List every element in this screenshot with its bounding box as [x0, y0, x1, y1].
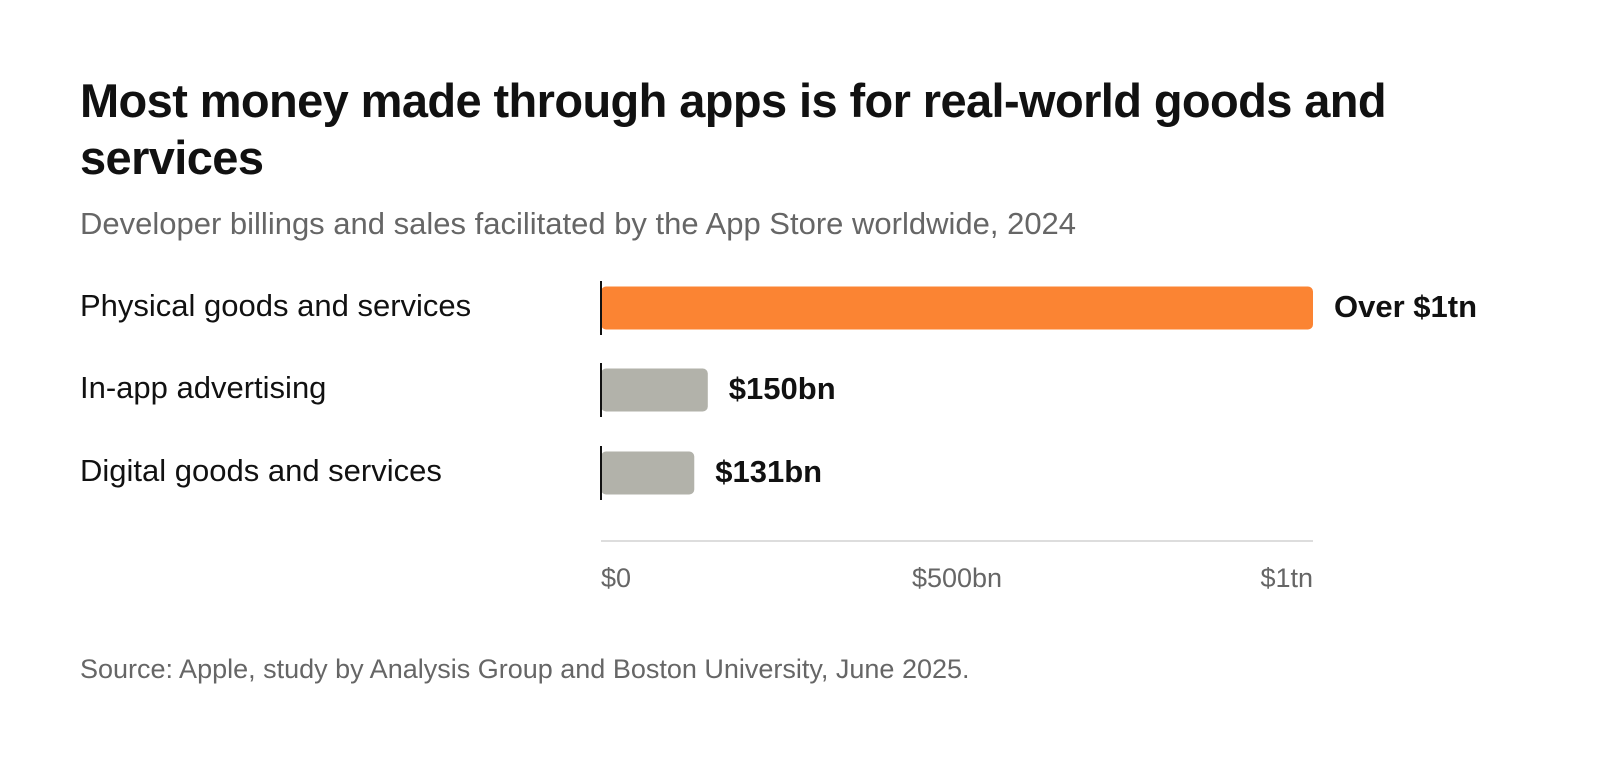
- x-tick-label-0: $0: [601, 563, 631, 593]
- bar-physical-goods-and-services: [601, 286, 1313, 330]
- x-tick-label-1tn: $1tn: [1260, 563, 1313, 593]
- chart-subtitle: Developer billings and sales facilitated…: [80, 206, 1077, 241]
- category-label-digital-goods-and-services: Digital goods and services: [80, 453, 442, 488]
- category-label-in-app-advertising: In-app advertising: [80, 370, 326, 405]
- value-label-in-app-advertising: $150bn: [729, 371, 836, 406]
- bar-chart: $0 $500bn $1tn Physical goods and services O…: [80, 281, 1477, 593]
- value-label-digital-goods-and-services: $131bn: [715, 454, 822, 489]
- chart-title: Most money made through apps is for real…: [80, 74, 1387, 184]
- bar-digital-goods-and-services: [601, 451, 695, 495]
- x-tick-label-500bn: $500bn: [912, 563, 1002, 593]
- source-note: Source: Apple, study by Analysis Group a…: [80, 654, 970, 684]
- category-label-physical-goods-and-services: Physical goods and services: [80, 288, 471, 323]
- bar-in-app-advertising: [601, 368, 708, 412]
- value-label-physical-goods-and-services: Over $1tn: [1334, 289, 1477, 324]
